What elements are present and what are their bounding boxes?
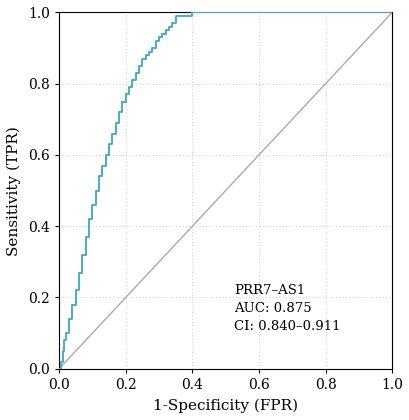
Y-axis label: Sensitivity (TPR): Sensitivity (TPR) [7, 126, 21, 255]
Text: PRR7–AS1
AUC: 0.875
CI: 0.840–0.911: PRR7–AS1 AUC: 0.875 CI: 0.840–0.911 [234, 284, 339, 333]
X-axis label: 1-Specificity (FPR): 1-Specificity (FPR) [153, 399, 297, 413]
